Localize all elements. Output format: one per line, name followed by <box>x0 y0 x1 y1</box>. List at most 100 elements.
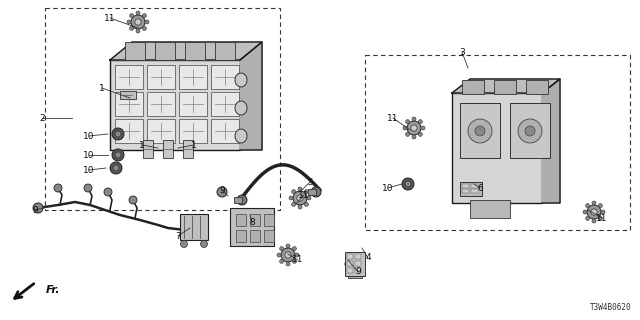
Bar <box>215 42 235 60</box>
Text: 11: 11 <box>104 13 116 22</box>
Text: 2: 2 <box>39 114 45 123</box>
Text: 4: 4 <box>365 253 371 262</box>
Text: 7: 7 <box>175 231 181 241</box>
Bar <box>45 8 280 210</box>
Bar <box>211 65 239 89</box>
Circle shape <box>411 125 417 131</box>
Circle shape <box>115 131 121 137</box>
Text: 10: 10 <box>83 150 95 159</box>
Circle shape <box>592 219 596 223</box>
Circle shape <box>129 196 137 204</box>
Circle shape <box>591 209 597 215</box>
Bar <box>230 208 274 246</box>
Bar <box>355 268 361 273</box>
Circle shape <box>113 165 119 171</box>
Text: 11: 11 <box>387 114 399 123</box>
Bar <box>147 65 175 89</box>
Circle shape <box>277 253 281 257</box>
FancyBboxPatch shape <box>452 93 542 203</box>
Bar <box>470 200 510 218</box>
Circle shape <box>298 205 302 209</box>
Circle shape <box>110 162 122 174</box>
Text: 10: 10 <box>382 183 394 193</box>
Bar <box>348 268 362 278</box>
Bar <box>147 92 175 116</box>
Text: 10: 10 <box>83 165 95 174</box>
Circle shape <box>345 259 355 269</box>
Bar <box>179 65 207 89</box>
Circle shape <box>305 190 308 194</box>
Circle shape <box>142 14 147 18</box>
Circle shape <box>421 126 425 130</box>
Bar <box>462 189 469 193</box>
Circle shape <box>33 203 43 213</box>
Bar <box>355 261 361 266</box>
Circle shape <box>145 20 149 24</box>
Bar <box>236 230 246 242</box>
Bar <box>143 140 153 158</box>
Ellipse shape <box>235 73 247 87</box>
Circle shape <box>136 11 140 15</box>
Bar <box>347 268 353 273</box>
Circle shape <box>281 248 295 262</box>
Bar <box>179 92 207 116</box>
Ellipse shape <box>235 101 247 115</box>
Circle shape <box>468 119 492 143</box>
Circle shape <box>298 187 302 191</box>
Text: 11: 11 <box>292 255 304 265</box>
FancyBboxPatch shape <box>110 60 240 150</box>
Circle shape <box>217 187 227 197</box>
Bar <box>120 91 136 99</box>
Bar <box>308 189 316 195</box>
Circle shape <box>311 187 321 197</box>
Circle shape <box>525 126 535 136</box>
Circle shape <box>412 135 416 139</box>
Circle shape <box>286 244 290 248</box>
Circle shape <box>292 247 296 251</box>
Text: 9: 9 <box>355 268 361 276</box>
Text: 3: 3 <box>459 47 465 57</box>
Circle shape <box>419 120 422 124</box>
Polygon shape <box>110 42 262 60</box>
Circle shape <box>112 149 124 161</box>
Bar <box>211 119 239 143</box>
Circle shape <box>518 119 542 143</box>
Bar <box>250 214 260 226</box>
Circle shape <box>598 216 602 220</box>
Circle shape <box>406 132 410 136</box>
Circle shape <box>583 210 587 214</box>
Circle shape <box>286 262 290 266</box>
Text: 9: 9 <box>32 205 38 214</box>
Circle shape <box>305 202 308 206</box>
Circle shape <box>130 14 134 18</box>
Circle shape <box>104 188 112 196</box>
Bar <box>355 254 361 259</box>
Bar <box>115 65 143 89</box>
Bar <box>347 254 353 259</box>
Circle shape <box>586 216 589 220</box>
Bar <box>526 80 548 94</box>
Circle shape <box>407 121 421 135</box>
Text: 1: 1 <box>139 140 145 149</box>
Circle shape <box>84 184 92 192</box>
Bar <box>234 197 242 203</box>
Circle shape <box>237 195 247 205</box>
Circle shape <box>127 20 131 24</box>
Text: 9: 9 <box>219 186 225 195</box>
Circle shape <box>130 26 134 30</box>
Bar <box>347 261 353 266</box>
Circle shape <box>601 210 605 214</box>
Bar <box>180 214 208 240</box>
Circle shape <box>285 252 291 258</box>
Circle shape <box>292 202 296 206</box>
Bar <box>211 92 239 116</box>
Circle shape <box>419 132 422 136</box>
Bar <box>462 184 469 188</box>
Circle shape <box>592 201 596 205</box>
Circle shape <box>307 196 311 200</box>
Circle shape <box>406 120 410 124</box>
Text: 1: 1 <box>99 84 105 92</box>
Circle shape <box>586 204 589 208</box>
Circle shape <box>54 184 62 192</box>
Text: 6: 6 <box>477 183 483 193</box>
